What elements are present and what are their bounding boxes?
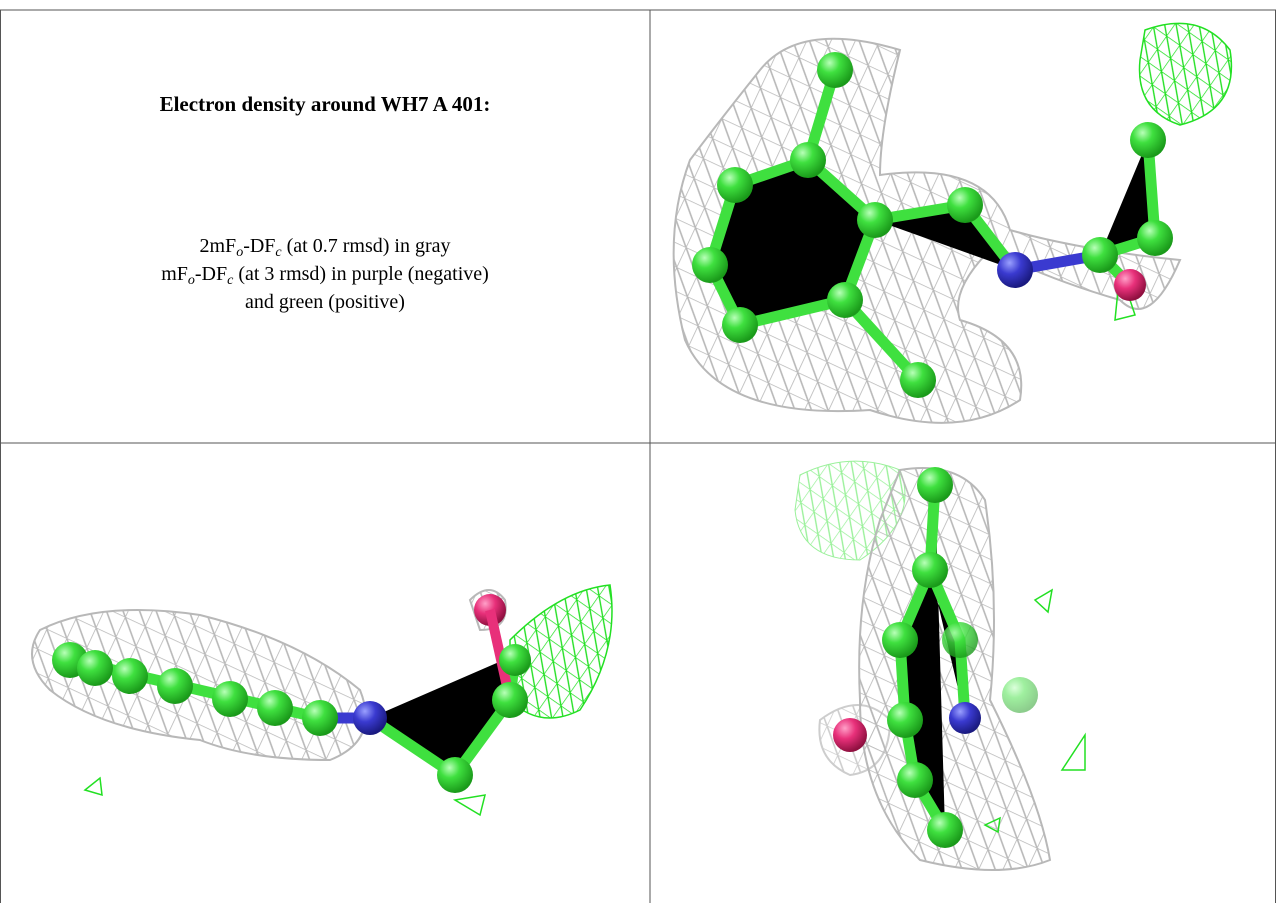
subscript: o	[236, 245, 244, 260]
legend-text: (at 0.7 rmsd) in gray	[281, 235, 451, 257]
density-view-1	[672, 22, 1233, 424]
legend-text: and green (positive)	[245, 291, 405, 313]
density-view-3	[794, 460, 1086, 871]
legend-text: -DF	[243, 235, 276, 257]
legend-text: 2mF	[199, 235, 237, 257]
subscript: o	[187, 273, 195, 288]
density-view-2	[31, 584, 613, 817]
legend-line: 2mFo-DFc (at 0.7 rmsd) in gray	[0, 232, 650, 260]
legend-text: mF	[161, 263, 188, 285]
legend-line: and green (positive)	[0, 288, 650, 316]
subscript: c	[275, 245, 282, 260]
legend-text: -DF	[194, 263, 228, 285]
legend-text: (at 3 rmsd) in purple (negative)	[233, 263, 489, 285]
subscript: c	[227, 273, 234, 288]
legend: 2mFo-DFc (at 0.7 rmsd) in gray mFo-DFc (a…	[0, 232, 650, 316]
figure-title: Electron density around WH7 A 401:	[159, 92, 491, 116]
legend-line: mFo-DFc (at 3 rmsd) in purple (negative)	[0, 260, 650, 288]
